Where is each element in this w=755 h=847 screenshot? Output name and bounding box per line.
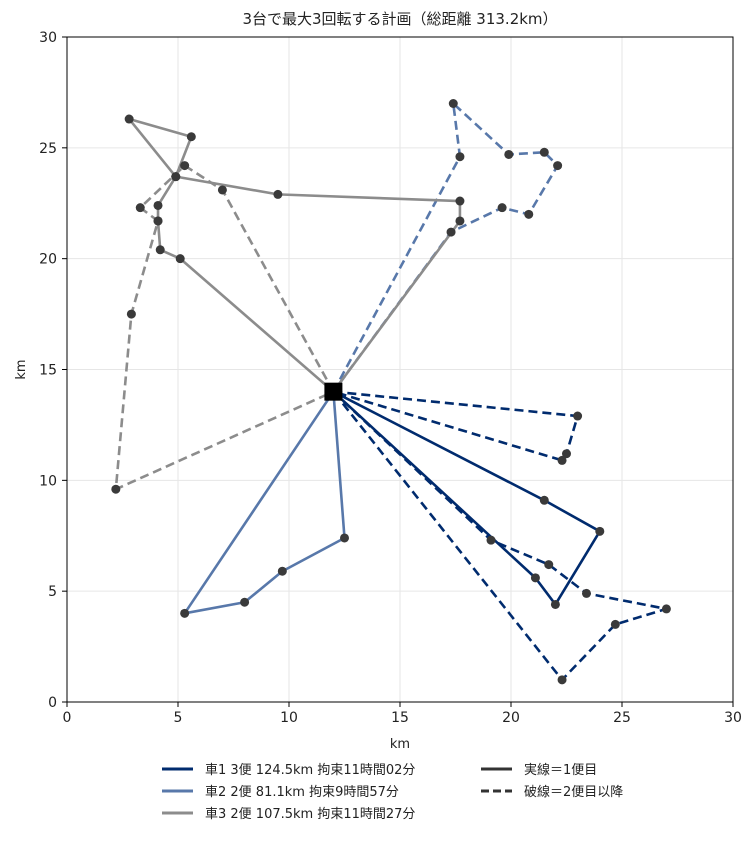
depot-marker — [324, 382, 343, 401]
route-vehicle1-trip3 — [332, 390, 668, 682]
stop-point — [175, 254, 185, 264]
x-axis-label: km — [390, 737, 410, 752]
stop-point — [550, 599, 560, 609]
y-tick-label: 20 — [39, 252, 57, 268]
stop-point — [171, 172, 181, 182]
stop-point — [524, 209, 534, 219]
legend-label: 破線＝2便目以降 — [524, 784, 623, 800]
stop-point — [135, 203, 145, 213]
x-tick-label: 30 — [724, 710, 742, 726]
stop-point — [539, 147, 549, 157]
x-tick-label: 15 — [391, 710, 409, 726]
y-axis-label: km — [14, 359, 29, 379]
legend-label: 実線＝1便目 — [524, 762, 597, 778]
y-tick-label: 0 — [48, 695, 57, 711]
route-vehicle2-trip2 — [332, 102, 559, 393]
stop-point — [180, 608, 190, 618]
route-vehicle2-trip1 — [183, 390, 346, 615]
chart-title: 3台で最大3回転する計画（総距離 313.2km） — [242, 10, 557, 28]
stop-point — [455, 196, 465, 206]
y-tick-label: 25 — [39, 141, 57, 157]
x-tick-label: 20 — [502, 710, 520, 726]
stop-point — [126, 309, 136, 319]
grid-lines — [66, 36, 734, 703]
stop-point — [455, 152, 465, 162]
y-tick-label: 10 — [39, 473, 57, 489]
x-tick-label: 25 — [613, 710, 631, 726]
legend-label: 車3 2便 107.5km 拘束11時間27分 — [205, 807, 415, 822]
stop-point — [446, 227, 456, 237]
stop-point — [610, 619, 620, 629]
stop-point — [573, 411, 583, 421]
legend-label: 車1 3便 124.5km 拘束11時間02分 — [205, 763, 415, 778]
stop-point — [562, 449, 571, 459]
stop-point — [530, 573, 540, 583]
legend-label: 車2 2便 81.1km 拘束9時間57分 — [205, 785, 399, 800]
stop-point — [486, 535, 496, 545]
stop-markers — [111, 99, 671, 685]
stop-point — [557, 675, 567, 685]
x-tick-label: 0 — [63, 710, 72, 726]
stop-point — [504, 149, 514, 159]
y-tick-label: 15 — [39, 363, 57, 379]
stop-point — [595, 526, 605, 536]
stop-point — [217, 185, 227, 195]
route-vehicle1-trip1 — [332, 390, 602, 606]
x-tick-label: 5 — [174, 710, 183, 726]
stop-point — [273, 189, 283, 199]
stop-point — [539, 495, 549, 505]
stop-point — [340, 533, 349, 543]
stop-point — [124, 114, 134, 124]
stop-point — [240, 597, 250, 607]
stop-point — [155, 245, 165, 255]
stop-point — [111, 484, 121, 494]
stop-point — [544, 560, 554, 570]
stop-point — [153, 216, 163, 226]
stop-point — [497, 203, 507, 213]
stop-point — [186, 132, 196, 142]
y-tick-label: 30 — [39, 30, 57, 46]
stop-point — [553, 161, 563, 171]
stop-point — [448, 99, 458, 108]
x-tick-label: 10 — [280, 710, 298, 726]
stop-point — [455, 216, 465, 226]
axis-ticks: 0 5 10 15 20 25 30 0 5 10 15 20 25 30 — [39, 30, 742, 726]
stop-point — [581, 588, 591, 598]
stop-point — [557, 455, 567, 465]
stop-point — [153, 200, 163, 210]
y-tick-label: 5 — [48, 584, 57, 600]
stop-point — [180, 161, 190, 171]
stop-point — [277, 566, 287, 576]
stop-point — [661, 604, 671, 614]
